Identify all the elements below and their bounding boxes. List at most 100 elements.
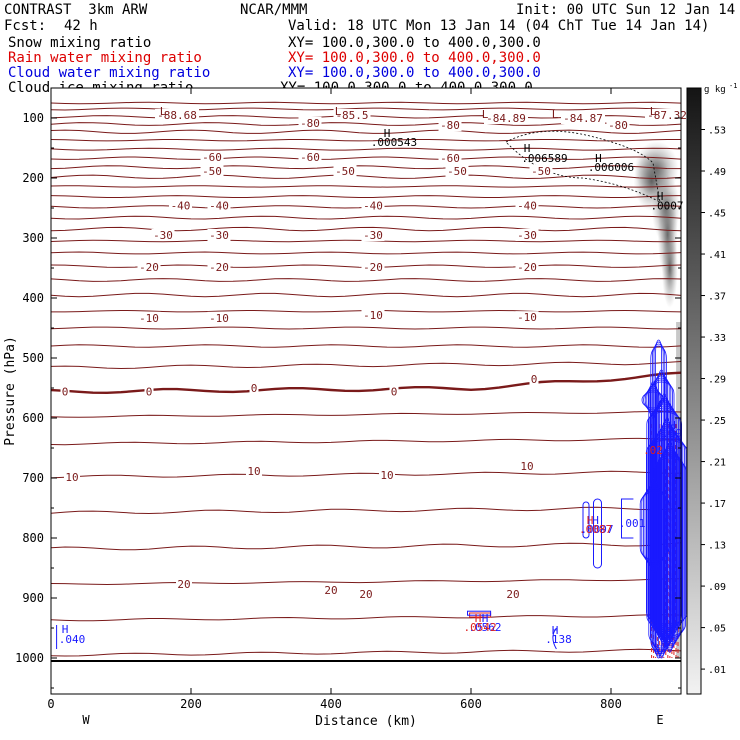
temperature-label: -30 [153,229,173,242]
model-title: CONTRAST 3km ARW [4,2,148,18]
temperature-label: 0 [531,373,538,386]
init-time: Init: 00 UTC Sun 12 Jan 14 [516,2,736,18]
extrema-label: .006006 [588,161,634,174]
x-axis-title: Distance (km) [315,714,417,729]
colorbar-tick-label: .25 [708,416,726,427]
isotherm-line [50,292,682,298]
cloud-water-contour [651,477,658,575]
cloud-water-contour [647,481,662,571]
temperature-label: -60 [440,152,460,165]
extrema-label: .09 [662,427,682,440]
extrema-label: H [62,623,69,636]
colorbar: .53 .49 .45 .41 .37 .33 .29 .25 .21 .17 .13 .09 .05.… [686,82,737,695]
extrema-label: H [552,624,559,637]
colorbar-tick-label: .41 [708,250,726,261]
cloud-water-contour [621,498,634,539]
temperature-label: -60 [300,151,320,164]
extrema-label: L [552,108,559,121]
temperature-label-bg [358,587,374,600]
legend-cloud-water-xy: XY= 100.0,300.0 to 400.0,300.0 [288,65,541,81]
y-tick-label: 1000 [15,651,44,665]
legend-snow-xy: XY= 100.0,300.0 to 400.0,300.0 [288,35,541,51]
isotherm-line [50,165,682,170]
temperature-label-bg [379,469,395,481]
cloud-water-contour [641,489,668,563]
cloud-water-contour [643,487,666,565]
temperature-label: 10 [520,460,533,473]
isotherm-line [50,410,682,418]
temperature-label: -20 [209,261,229,274]
isotherm-line [50,578,682,586]
temperature-label: -40 [209,200,229,213]
temperature-label-bg [169,199,192,212]
legend-rain-xy: XY= 100.0,300.0 to 400.0,300.0 [288,50,541,66]
isotherm-line [50,278,682,282]
temperature-label: -87.32 [647,109,687,122]
temperature-label-bg [519,460,535,472]
cloud-water-contour [643,389,663,411]
temperature-label-bg [323,584,339,597]
extrema-label: H [482,612,489,625]
temperature-label-bg [64,470,80,483]
temperature-label-bg [361,199,385,212]
extrema-label: H [475,612,482,625]
temperature-label-bg [438,119,462,132]
temperature-label-bg [529,164,553,177]
y-tick-label: 700 [22,471,44,485]
extrema-label: .001 [619,517,646,530]
temperature-label: -50 [447,165,467,178]
cloud-water-contour-small [467,610,492,616]
colorbar-tick-label: .29 [708,375,726,386]
extrema-label: .006589 [521,152,567,165]
isotherm-line [50,437,682,446]
temperature-label: 10 [65,471,78,484]
extrema-label: .0562 [468,621,501,634]
colorbar-tick-label: .01 [708,665,726,676]
temperature-label: -40 [171,200,191,213]
colorbar-tick-label: .09 [708,582,726,593]
legend-cloud-water-name: Cloud water mixing ratio [8,65,211,81]
temperature-label-bg [246,464,262,477]
temperature-label: -20 [363,261,383,274]
temperature-label-bg [515,229,539,241]
temperature-label-bg [249,382,259,394]
extrema-label: H [595,152,602,165]
temperature-label-bg [515,311,539,324]
temperature-label: 20 [177,578,190,591]
cloud-water-contour [644,387,662,413]
temperature-label: 20 [359,588,372,601]
extrema-label: H [587,514,594,527]
isotherm-line [50,251,682,255]
y-axis-title: Pressure (hPa) [3,336,18,446]
temperature-label: -80 [440,119,460,132]
colorbar-tick-label: .33 [708,333,726,344]
cloud-water-contour [582,501,590,539]
isotherm-line [50,174,682,180]
temperature-label: -50 [335,165,355,178]
temperature-label: 20 [506,588,519,601]
temperature-label-bg [176,578,192,591]
isotherm-line [50,129,682,134]
temperature-label-bg [137,311,161,324]
temperature-label-bg [155,109,199,121]
temperature-label-bg [333,164,357,177]
legend-rain-name: Rain water mixing ratio [8,50,202,66]
y-tick-label: 900 [22,591,44,605]
isotherm-line [50,107,682,111]
x-tick-label: 800 [600,697,622,711]
extrema-label: .000543 [371,136,417,149]
contour-labels: -88.68 -85.5 -84.89 -84.87 -87.32 -80 -80 -80 -6… [59,105,689,646]
colorbar-tick-label: .05 [708,624,726,635]
temperature-label-bg [361,308,385,321]
cloud-ice-contours [505,130,661,203]
temperature-label-bg [207,260,231,273]
cloud-water-contour-small [552,627,557,650]
x-end-label-east: E [656,713,663,727]
x-tick-label: 400 [320,697,342,711]
isotherm-line [50,215,682,220]
cloud-ice-contour [505,130,661,203]
cloud-water-contour [653,457,687,637]
cloud-water-contour [641,391,665,409]
